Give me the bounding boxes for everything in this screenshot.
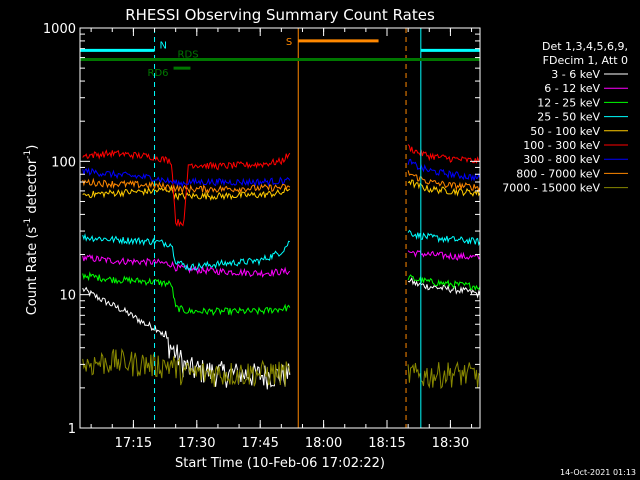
state-bar-label-0: N	[160, 40, 167, 51]
x-tick-label-3: 18:00	[305, 436, 342, 451]
series-line-1-segment-0	[82, 254, 291, 278]
x-tick-label-4: 18:15	[368, 436, 405, 451]
state-bar-label-1: RD6	[148, 68, 169, 79]
y-tick-label-0: 1	[68, 422, 76, 437]
x-tick-label-5: 18:30	[432, 436, 469, 451]
series-line-6-segment-0	[82, 167, 291, 188]
x-axis-label: Start Time (10-Feb-06 17:02:22)	[175, 456, 385, 471]
y-tick-label-3: 1000	[43, 22, 76, 37]
series-line-5-segment-1	[407, 144, 481, 164]
svg-text:Count Rate (s-1 detector-1): Count Rate (s-1 detector-1)	[23, 145, 40, 316]
y-tick-label-2: 100	[51, 155, 76, 170]
state-overlays: N RD6 RDS S	[79, 28, 481, 428]
series-lines	[82, 144, 481, 390]
legend: Det 1,3,4,5,6,9, FDecim 1, Att 0 3 - 6 k…	[502, 40, 628, 195]
series-line-4-segment-1	[407, 179, 481, 197]
axes: 1 10 100 1000 17:15 17:30 17:45 18:00 18:15 18:30	[43, 22, 481, 451]
y-tick-label-1: 10	[59, 289, 76, 304]
chart-title: RHESSI Observing Summary Count Rates	[125, 6, 435, 24]
legend-label-6: 300 - 800 keV	[523, 153, 600, 166]
x-tick-label-2: 17:45	[241, 436, 278, 451]
y-axis-label: Count Rate (s-1 detector-1)	[23, 145, 40, 316]
state-bar-label-3: S	[286, 37, 292, 48]
series-line-8-segment-0	[82, 347, 291, 388]
series-line-3-segment-1	[407, 229, 481, 247]
legend-header-line-1: Det 1,3,4,5,6,9,	[542, 40, 628, 53]
series-line-2-segment-1	[407, 274, 481, 292]
legend-label-1: 6 - 12 keV	[544, 82, 600, 95]
plot-frame	[79, 27, 481, 429]
legend-header-line-2: FDecim 1, Att 0	[543, 54, 628, 67]
series-line-2-segment-0	[82, 271, 291, 317]
legend-label-4: 50 - 100 keV	[530, 125, 600, 138]
series-line-6-segment-1	[407, 158, 481, 182]
series-line-5-segment-0	[82, 149, 291, 228]
series-line-0-segment-0	[82, 286, 291, 390]
series-line-7-segment-1	[407, 170, 481, 193]
series-line-0-segment-1	[407, 276, 481, 299]
legend-label-3: 25 - 50 keV	[537, 111, 600, 124]
legend-label-7: 800 - 7000 keV	[516, 167, 600, 180]
x-tick-label-1: 17:30	[178, 436, 215, 451]
generation-timestamp: 14-Oct-2021 01:13	[560, 468, 636, 477]
legend-label-2: 12 - 25 keV	[537, 96, 600, 109]
x-tick-label-0: 17:15	[115, 436, 152, 451]
series-line-3-segment-0	[82, 233, 290, 271]
legend-label-8: 7000 - 15000 keV	[502, 182, 600, 195]
series-line-1-segment-1	[407, 249, 481, 261]
legend-label-5: 100 - 300 keV	[523, 139, 600, 152]
series-line-7-segment-0	[82, 177, 291, 195]
series-line-8-segment-1	[407, 361, 481, 390]
state-bar-label-2: RDS	[178, 50, 199, 61]
legend-label-0: 3 - 6 keV	[551, 68, 600, 81]
